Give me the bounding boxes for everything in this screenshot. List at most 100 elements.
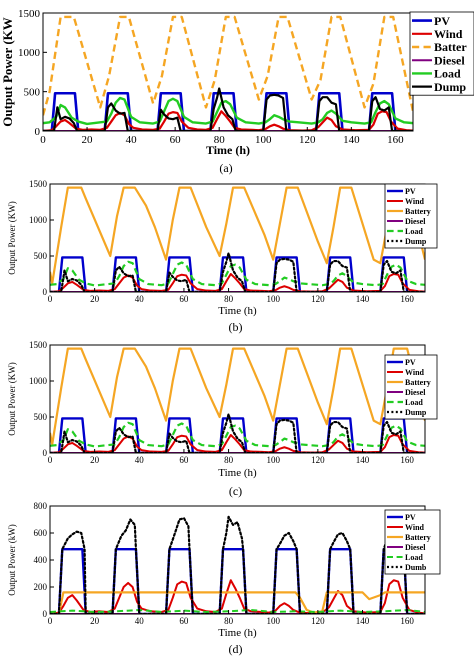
- legend-box: [384, 183, 438, 249]
- y-tick-label: 0: [43, 287, 48, 297]
- series-group: [50, 186, 425, 292]
- legend-label-wind: Wind: [405, 523, 425, 532]
- x-tick-label: 160: [400, 294, 414, 304]
- x-tick-label: 160: [400, 616, 414, 626]
- x-tick-label: 100: [266, 616, 280, 626]
- y-tick-label: 500: [24, 87, 41, 99]
- legend-label-load: Load: [405, 398, 423, 407]
- x-tick-label: 0: [48, 616, 53, 626]
- series-line-pv: [43, 91, 413, 131]
- legend-label-wind: Wind: [405, 368, 425, 377]
- series-line-dump: [43, 87, 413, 131]
- x-tick-label: 20: [90, 616, 100, 626]
- series-line-load: [43, 96, 413, 126]
- legend-label-pv: PV: [405, 187, 416, 196]
- x-tick-label: 60: [179, 616, 189, 626]
- x-tick-label: 120: [311, 616, 325, 626]
- legend-label-wind: Wind: [434, 27, 463, 41]
- x-tick-label: 140: [356, 616, 370, 626]
- legend-label-diesel: Diesel: [434, 53, 465, 67]
- x-tick-label: 100: [266, 455, 280, 465]
- legend-label-load: Load: [434, 67, 461, 81]
- panel-label: (b): [229, 320, 243, 334]
- x-tick-label: 60: [179, 455, 189, 465]
- y-tick-label: 1500: [29, 179, 48, 189]
- chart-panel-1: 0 20 40 60 80 100 120 140 160 0 500 1000 1500 Time (h…: [0, 8, 474, 175]
- legend-label-battery: Battery: [405, 533, 431, 542]
- series-line-wind: [43, 110, 413, 131]
- y-tick-label: 400: [34, 555, 48, 565]
- x-tick-label: 80: [214, 134, 226, 146]
- x-tick-label: 80: [224, 616, 234, 626]
- legend-label-diesel: Diesel: [405, 543, 426, 552]
- series-line-dump: [50, 252, 425, 292]
- legend-box: [409, 11, 474, 96]
- x-axis-label: Time (h): [218, 305, 257, 317]
- x-tick-label: 0: [48, 294, 53, 304]
- y-tick-label: 600: [34, 528, 48, 538]
- legend-label-batter: Batter: [434, 40, 467, 54]
- y-tick-label: 1500: [18, 8, 41, 20]
- series-line-battery: [50, 186, 425, 285]
- series-line-pv: [50, 548, 425, 614]
- legend-label-battery: Battery: [405, 207, 431, 216]
- panel-label: (d): [229, 642, 243, 656]
- panel-label: (a): [219, 161, 232, 175]
- x-tick-label: 20: [90, 294, 100, 304]
- x-tick-label: 120: [299, 134, 316, 146]
- y-tick-label: 1000: [29, 376, 48, 386]
- series-line-pv: [50, 256, 425, 292]
- y-tick-label: 1000: [18, 47, 41, 59]
- x-tick-label: 160: [387, 134, 404, 146]
- x-tick-label: 20: [82, 134, 94, 146]
- x-tick-label: 100: [266, 294, 280, 304]
- y-axis-label: Output Power (kW): [7, 524, 17, 596]
- series-group: [50, 515, 425, 614]
- x-tick-label: 140: [343, 134, 360, 146]
- series-line-dump: [50, 413, 425, 453]
- x-tick-label: 140: [356, 455, 370, 465]
- series-line-load: [50, 260, 425, 287]
- x-tick-label: 80: [224, 455, 234, 465]
- x-axis-label: Time (h): [218, 627, 257, 639]
- x-tick-label: 120: [311, 455, 325, 465]
- x-tick-label: 120: [311, 294, 325, 304]
- chart-panel-3: 0 20 40 60 80 100 120 140 160 0 500 1000 1500 Time (h…: [7, 340, 438, 498]
- legend-label-pv: PV: [405, 358, 416, 367]
- legend-label-dump: Dump: [405, 237, 427, 246]
- legend-box: [384, 354, 438, 420]
- legend-label-load: Load: [405, 553, 423, 562]
- y-axis-label: Output Power (KW): [7, 201, 17, 275]
- x-tick-label: 160: [400, 455, 414, 465]
- series-group: [50, 347, 425, 453]
- series-line-batter: [43, 15, 413, 116]
- legend-label-battery: Battery: [405, 378, 431, 387]
- x-tick-label: 60: [170, 134, 182, 146]
- series-line-wind: [50, 434, 425, 453]
- series-line-wind: [50, 273, 425, 292]
- legend-label-pv: PV: [405, 513, 416, 522]
- y-tick-label: 200: [34, 582, 48, 592]
- x-axis-label: Time (h): [206, 143, 250, 157]
- y-tick-label: 1000: [29, 215, 48, 225]
- chart-panel-2: 0 20 40 60 80 100 120 140 160 0 500 1000 1500 Time (h…: [7, 179, 438, 334]
- y-tick-label: 0: [43, 609, 48, 619]
- x-tick-label: 100: [255, 134, 272, 146]
- series-line-wind: [50, 579, 425, 614]
- legend-label-load: Load: [405, 227, 423, 236]
- x-tick-label: 20: [90, 455, 100, 465]
- y-tick-label: 0: [35, 126, 41, 138]
- legend-label-diesel: Diesel: [405, 217, 426, 226]
- x-tick-label: 40: [135, 455, 145, 465]
- series-line-pv: [50, 417, 425, 453]
- series-line-load: [50, 421, 425, 448]
- legend-label-pv: PV: [434, 14, 450, 28]
- legend-label-dumb: Dumb: [405, 563, 427, 572]
- y-axis-label: Output Power (KW): [7, 362, 17, 436]
